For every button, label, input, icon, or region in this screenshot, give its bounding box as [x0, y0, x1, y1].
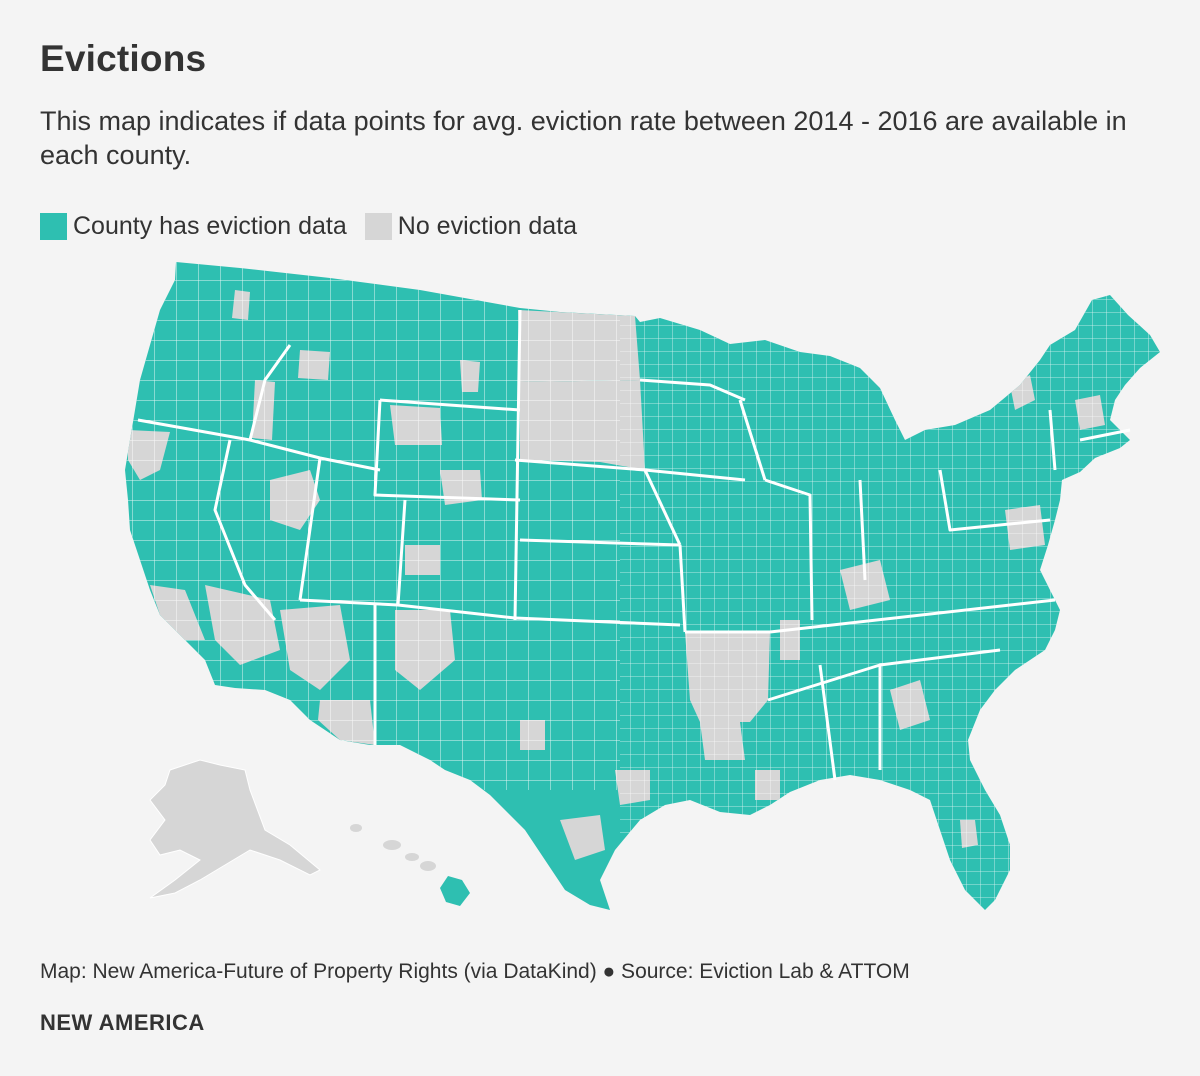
legend-swatch-has-data: [40, 213, 67, 240]
map-subtitle: This map indicates if data points for av…: [40, 106, 1127, 170]
map-credit: Map: New America-Future of Property Righ…: [40, 960, 910, 983]
legend-label-no-data: No eviction data: [397, 212, 578, 240]
tx-south-gap: [560, 815, 605, 860]
county-borders: [125, 262, 1160, 910]
alaska-region: [149, 759, 321, 899]
legend: County has eviction data No eviction dat…: [40, 212, 595, 241]
state-borders: [137, 309, 1131, 781]
legend-label-has-data: County has eviction data: [73, 212, 347, 240]
brand-logo: NEW AMERICA: [40, 1010, 205, 1035]
legend-item-has-data: County has eviction data: [40, 212, 347, 241]
hawaii-region: [350, 824, 470, 906]
legend-item-no-data: No eviction data: [364, 212, 578, 241]
legend-swatch-no-data: [364, 213, 392, 240]
map-title: Evictions: [40, 38, 207, 79]
